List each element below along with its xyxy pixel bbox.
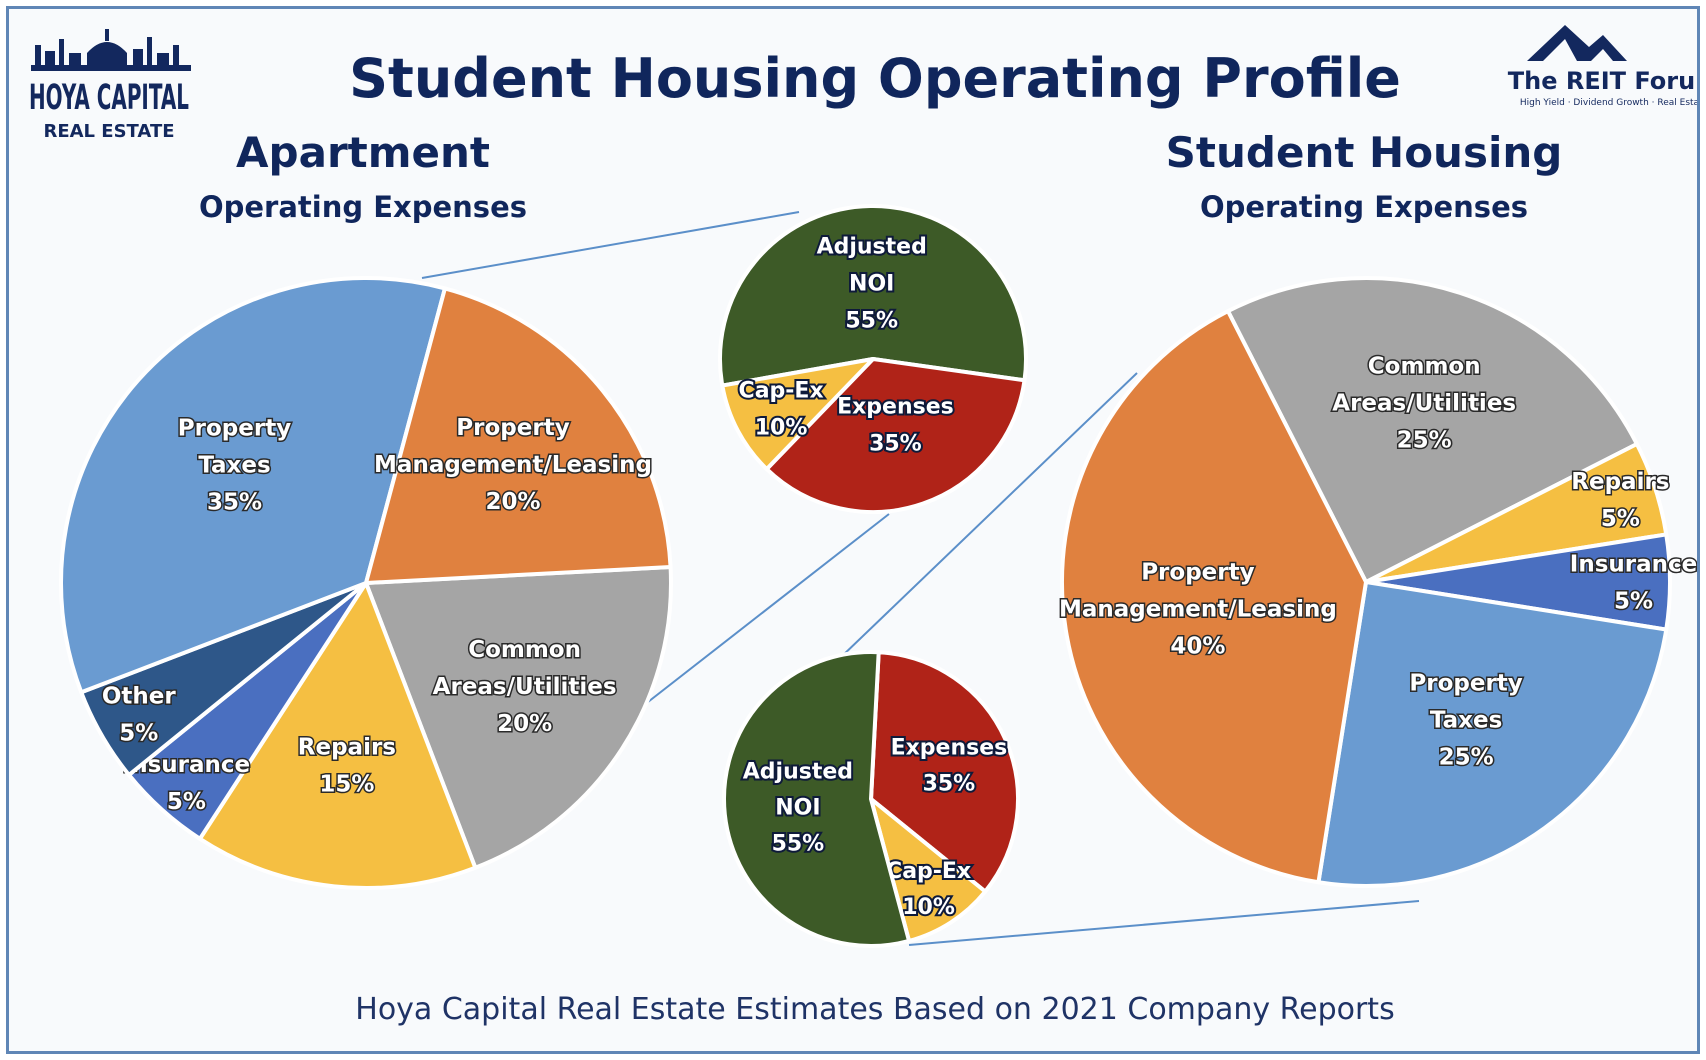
pie-slice-taxes bbox=[1316, 580, 1669, 888]
pie-slice-label-line: Expenses bbox=[891, 735, 1008, 760]
pie-slice-label-line: 10% bbox=[902, 895, 955, 920]
student-housing-pie-title: Student Housing bbox=[1166, 128, 1563, 177]
pie-slice-label-insurance: Insurance 5% bbox=[123, 752, 250, 815]
pie-slice-label-repairs: Repairs 15% bbox=[298, 735, 396, 798]
reit-forum-name: The REIT Forum bbox=[1508, 67, 1697, 95]
pie-slice-label-line: Adjusted bbox=[817, 235, 927, 260]
pie-slice-label-line: 5% bbox=[1601, 506, 1640, 532]
pie-slice-capex bbox=[720, 357, 875, 472]
mountain-icon bbox=[1527, 25, 1627, 61]
pie-chart-2: Expenses 35% Cap-Ex 10% Adjusted NOI 55% bbox=[722, 650, 1020, 948]
connector-line-0 bbox=[421, 211, 800, 279]
pie-slice-label-line: 35% bbox=[207, 490, 262, 516]
apartment-pie-title: Apartment bbox=[236, 128, 490, 177]
pie-slice-label-line: Cap-Ex bbox=[886, 859, 971, 884]
pie-slice-label-line: 20% bbox=[497, 711, 552, 737]
pie-slice-label-line: 35% bbox=[923, 771, 976, 796]
source-note: Hoya Capital Real Estate Estimates Based… bbox=[355, 992, 1394, 1027]
skyline-icon bbox=[31, 29, 191, 71]
page-title: Student Housing Operating Profile bbox=[349, 47, 1401, 110]
pie-slice-label-line: Areas/Utilities bbox=[1332, 391, 1516, 417]
pie-layer: Common Areas/Utilities 20% Repairs 15% Insura… bbox=[59, 204, 1697, 948]
pie-slice-label-other: Other 5% bbox=[102, 684, 177, 747]
pie-slice-management bbox=[1060, 309, 1368, 885]
pie-slice-label-common: Common Areas/Utilities 20% bbox=[433, 637, 617, 737]
connector-line-1 bbox=[638, 513, 890, 710]
student-housing-pie-subtitle: Operating Expenses bbox=[1200, 190, 1528, 224]
pie-slice-label-line: Taxes bbox=[1430, 708, 1502, 734]
pie-slice-label-line: Common bbox=[1368, 354, 1481, 380]
pie-slice-label-line: 5% bbox=[119, 721, 158, 747]
pie-slice-label-line: 35% bbox=[869, 432, 922, 457]
pie-slice-noi bbox=[718, 204, 1028, 388]
pie-slice-label-line: 10% bbox=[755, 415, 808, 440]
pie-slice-label-line: NOI bbox=[849, 272, 894, 297]
pie-chart-3: Common Areas/Utilities 25%Repairs 5%Insuran… bbox=[1057, 276, 1697, 888]
pie-slice-label-line: 25% bbox=[1397, 428, 1452, 454]
pie-slice-label-line: Property bbox=[1141, 560, 1254, 586]
pie-slice-label-line: Areas/Utilities bbox=[433, 674, 617, 700]
pie-slice-common bbox=[364, 565, 673, 870]
pie-slice-label-line: Expenses bbox=[837, 395, 954, 420]
pie-slice-common bbox=[1225, 276, 1639, 584]
pie-slice-label-line: 40% bbox=[1170, 634, 1225, 660]
pie-slice-label-management: Property Management/Leasing 20% bbox=[374, 415, 652, 515]
hoya-capital-logo: HOYA CAPITAL REAL ESTATE bbox=[29, 29, 191, 142]
pie-slice-expenses bbox=[764, 357, 1027, 514]
pie-slice-taxes bbox=[59, 276, 447, 695]
pie-slice-label-line: 25% bbox=[1439, 745, 1494, 771]
pie-slice-label-line: Other bbox=[102, 684, 177, 710]
pie-slice-label-capex: Cap-Ex 10% bbox=[739, 378, 824, 440]
pie-slice-label-repairs: Repairs 5% bbox=[1571, 469, 1669, 532]
pie-slice-label-common: Common Areas/Utilities 25% bbox=[1332, 354, 1516, 454]
connector-line-2 bbox=[838, 372, 1138, 660]
pie-slice-label-taxes: Property Taxes 25% bbox=[1409, 671, 1522, 771]
pie-slice-label-line: 55% bbox=[845, 309, 898, 334]
pie-slice-label-capex: Cap-Ex 10% bbox=[886, 859, 971, 920]
pie-slice-label-management: Property Management/Leasing 40% bbox=[1059, 560, 1337, 660]
pie-slice-label-line: Adjusted bbox=[743, 760, 853, 785]
apartment-pie-subtitle: Operating Expenses bbox=[199, 190, 527, 224]
pie-chart-1: Adjusted NOI 55% Expenses 35% Cap-Ex 10% bbox=[718, 204, 1028, 514]
reit-forum-tagline: High Yield · Dividend Growth · Real Esta… bbox=[1520, 98, 1697, 108]
pie-slice-label-line: Property bbox=[456, 415, 569, 441]
pie-slice-repairs bbox=[197, 581, 478, 890]
chart-frame: Common Areas/Utilities 20% Repairs 15% Insura… bbox=[6, 6, 1700, 1054]
pie-slice-label-line: Repairs bbox=[298, 735, 396, 761]
pie-slice-label-taxes: Property Taxes 35% bbox=[178, 416, 291, 516]
pie-slice-label-line: Repairs bbox=[1571, 469, 1669, 495]
pie-slice-management bbox=[364, 286, 673, 585]
connector-line-3 bbox=[908, 900, 1420, 946]
pie-slice-label-line: Management/Leasing bbox=[374, 452, 652, 478]
pie-slice-label-line: 20% bbox=[485, 489, 540, 515]
pie-slice-label-expenses: Expenses 35% bbox=[837, 395, 954, 457]
hoya-logo-line1: HOYA CAPITAL bbox=[29, 78, 189, 118]
pie-slice-label-line: Common bbox=[468, 637, 581, 663]
pie-slice-label-line: 5% bbox=[1614, 589, 1653, 615]
pie-slice-label-line: 5% bbox=[167, 789, 206, 815]
pie-slice-label-line: Insurance bbox=[1570, 552, 1697, 578]
pie-slice-label-noi: Adjusted NOI 55% bbox=[817, 235, 927, 334]
pie-chart-0: Common Areas/Utilities 20% Repairs 15% Insura… bbox=[59, 276, 673, 890]
pie-slice-label-line: 15% bbox=[319, 772, 374, 798]
pie-slice-label-line: Management/Leasing bbox=[1059, 597, 1337, 623]
pie-slice-expenses bbox=[869, 650, 1020, 894]
pie-slice-label-line: Cap-Ex bbox=[739, 378, 824, 403]
pie-charts-figure: Common Areas/Utilities 20% Repairs 15% Insura… bbox=[29, 25, 1697, 1027]
pie-slice-label-line: Property bbox=[178, 416, 291, 442]
reit-forum-logo: The REIT Forum High Yield · Dividend Gro… bbox=[1508, 25, 1697, 108]
pie-slice-label-insurance: Insurance 5% bbox=[1570, 552, 1697, 615]
pie-slice-noi bbox=[722, 650, 912, 948]
pie-slice-label-line: NOI bbox=[775, 796, 820, 821]
pie-slice-label-noi: Adjusted NOI 55% bbox=[743, 760, 853, 857]
hoya-logo-line2: REAL ESTATE bbox=[43, 121, 174, 142]
connector-lines bbox=[421, 211, 1420, 946]
pie-slice-label-line: Property bbox=[1409, 671, 1522, 697]
pie-slice-label-line: Taxes bbox=[198, 453, 270, 479]
pie-slice-label-expenses: Expenses 35% bbox=[891, 735, 1008, 796]
pie-slice-label-line: 55% bbox=[772, 832, 825, 857]
